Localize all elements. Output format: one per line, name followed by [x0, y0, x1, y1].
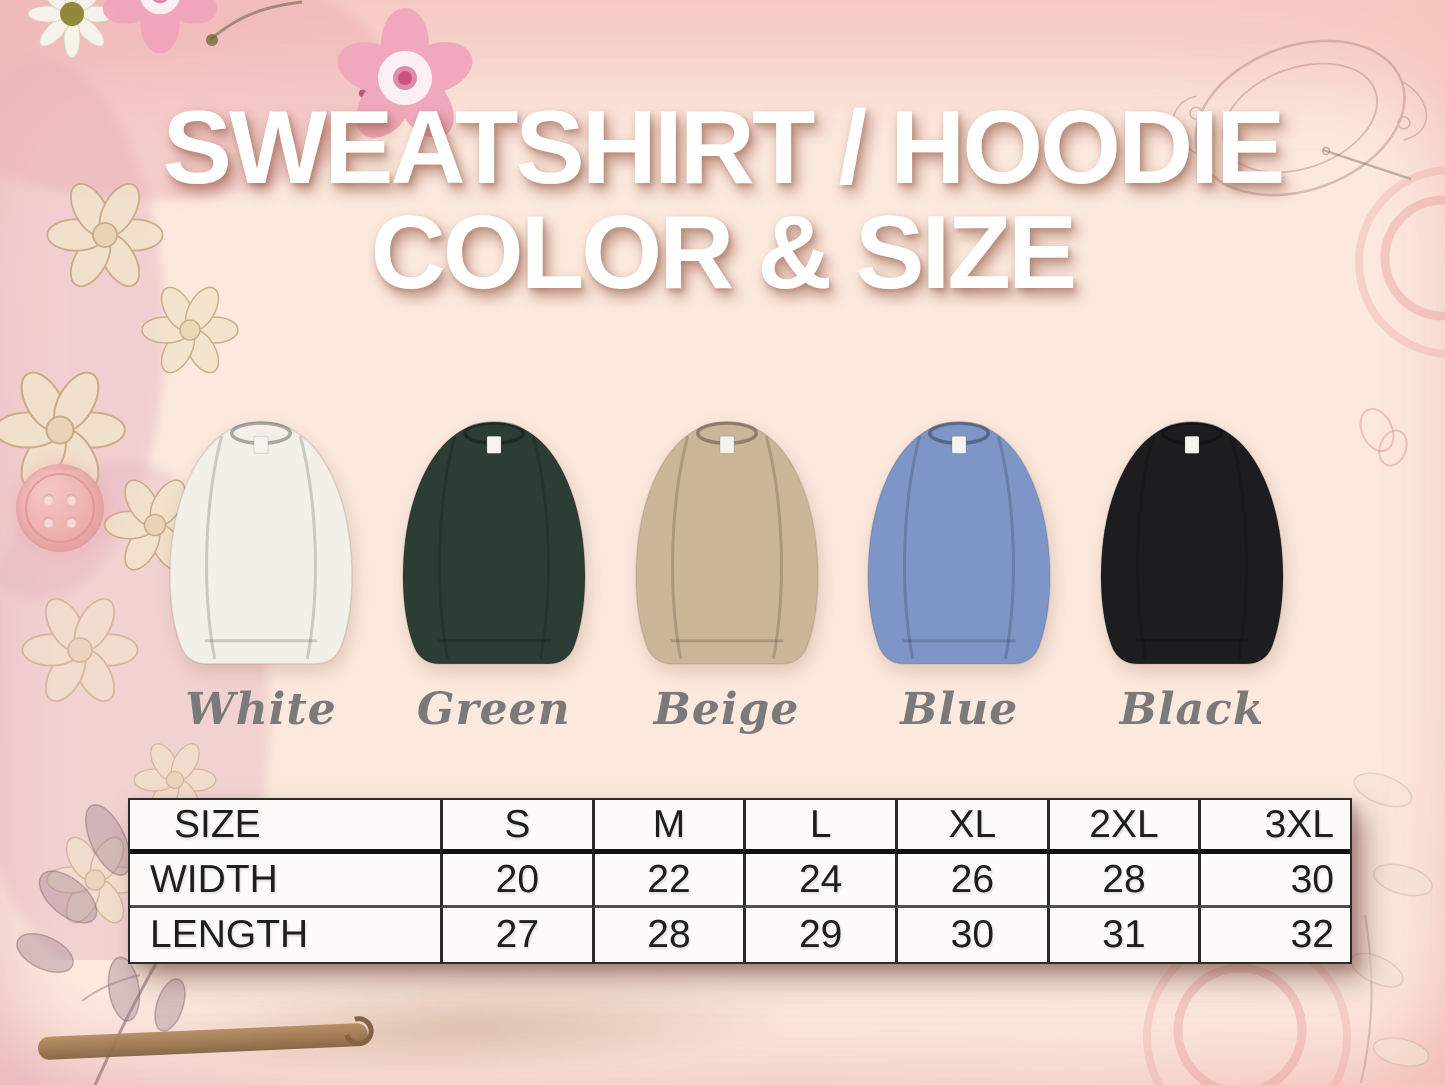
length-value-l: 29: [743, 908, 895, 962]
colorway-label: Blue: [900, 684, 1019, 735]
sweatshirt-image: [402, 421, 586, 665]
width-value-l: 24: [743, 854, 895, 908]
length-value-3xl: 32: [1198, 908, 1350, 962]
size-table-header-2xl: 2XL: [1046, 800, 1199, 854]
length-value-2xl: 31: [1046, 908, 1199, 962]
length-value-s: 27: [440, 908, 592, 962]
size-table-header-m: M: [591, 800, 744, 854]
page-title: SWEATSHIRT / HOODIE COLOR & SIZE: [0, 90, 1445, 312]
size-table-row-label-length: LENGTH: [150, 913, 309, 956]
title-line-1: SWEATSHIRT / HOODIE: [162, 90, 1286, 206]
sweatshirt-image: [169, 421, 353, 665]
colorway-beige: Beige: [616, 406, 838, 735]
length-value-xl: 30: [895, 908, 1047, 962]
size-table-header-xl: XL: [895, 800, 1047, 854]
width-value-m: 22: [591, 854, 744, 908]
length-value-m: 28: [591, 908, 744, 962]
size-table: SIZE S M L XL 2XL 3XL WIDTH 20 22 24 26 …: [128, 798, 1352, 964]
title-line-2: COLOR & SIZE: [370, 195, 1078, 312]
colorway-label: Black: [1119, 684, 1265, 735]
colorway-white: White: [150, 406, 372, 735]
sweatshirt-image: [867, 421, 1051, 665]
colorway-label: White: [185, 684, 337, 735]
width-value-s: 20: [440, 854, 592, 908]
size-table-row-label-width: WIDTH: [130, 854, 440, 908]
pink-button-decoration: [16, 464, 104, 552]
size-table-header-l: L: [743, 800, 895, 854]
colorway-blue: Blue: [848, 406, 1070, 735]
size-table-header-3xl: 3XL: [1198, 800, 1350, 854]
sweatshirt-image: [1100, 421, 1284, 665]
colorway-label: Beige: [653, 684, 800, 735]
colorway-black: Black: [1081, 406, 1303, 735]
colorway-green: Green: [383, 406, 605, 735]
size-table-header-size: SIZE: [130, 800, 440, 854]
size-table-header-s: S: [440, 800, 592, 854]
width-value-xl: 26: [895, 854, 1047, 908]
colorways-row: White Green Beige: [150, 406, 1303, 735]
width-value-2xl: 28: [1046, 854, 1199, 908]
colorway-label: Green: [416, 684, 571, 735]
width-value-3xl: 30: [1198, 854, 1350, 908]
sweatshirt-image: [634, 421, 819, 665]
